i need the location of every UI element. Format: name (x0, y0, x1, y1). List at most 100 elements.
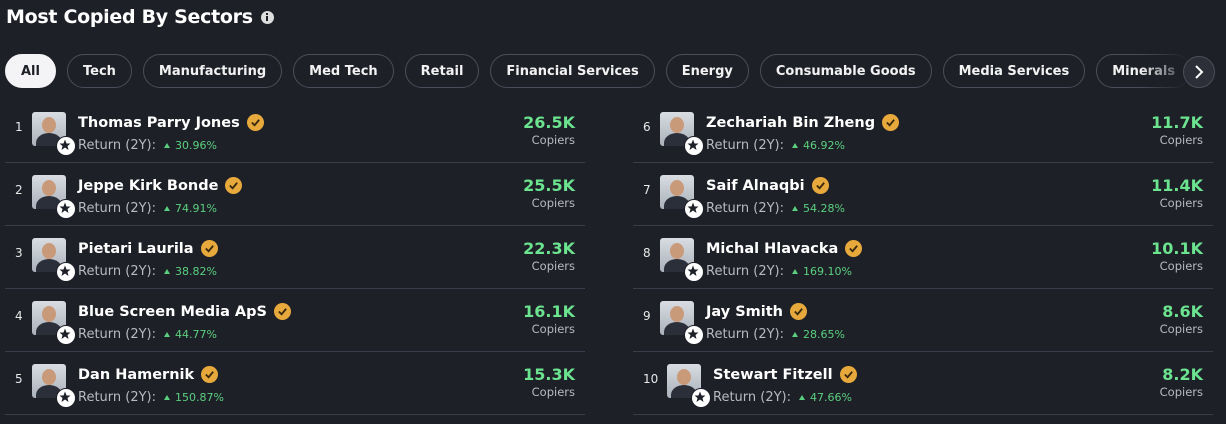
rank: 4 (15, 309, 23, 323)
return-label: Return (2Y): (78, 264, 157, 279)
trader-row[interactable]: 10 Stewart Fitzell Return (2Y): 47.66% 8.2K C… (633, 352, 1213, 415)
title: Most Copied By Sectors (6, 6, 253, 28)
copiers: 11.7K Copiers (1151, 113, 1203, 147)
trader-name-line: Blue Screen Media ApS (78, 303, 291, 320)
copiers-value: 22.3K (523, 239, 575, 258)
sector-tab[interactable]: Consumable Goods (759, 54, 932, 88)
check-icon (229, 182, 239, 190)
star-badge (691, 388, 711, 408)
verified-badge (882, 114, 900, 131)
copiers-value: 8.6K (1162, 302, 1203, 321)
avatar-head (42, 243, 56, 259)
return-line: Return (2Y): 150.87% (78, 390, 224, 405)
star-badge (684, 325, 704, 345)
trader-row[interactable]: 5 Dan Hamernik Return (2Y): 150.87% 15.3K Cop… (5, 352, 585, 415)
up-arrow (792, 332, 799, 337)
sector-tab[interactable]: Energy (665, 54, 749, 88)
return-value: 74.91% (175, 202, 217, 215)
trader-name[interactable]: Michal Hlavacka (706, 240, 839, 257)
avatar-head (677, 369, 691, 385)
trader-row[interactable]: 7 Saif Alnaqbi Return (2Y): 54.28% 11.4K Copi… (633, 163, 1213, 226)
return-value: 44.77% (175, 328, 217, 341)
trader-name-line: Zechariah Bin Zheng (706, 114, 900, 131)
trader-name[interactable]: Zechariah Bin Zheng (706, 114, 876, 131)
return-label: Return (2Y): (706, 264, 785, 279)
return-line: Return (2Y): 30.96% (78, 138, 217, 153)
avatar-head (42, 180, 56, 196)
avatar-body (664, 322, 690, 335)
avatar-head (670, 117, 684, 133)
trader-row[interactable]: 3 Pietari Laurila Return (2Y): 38.82% 22.3K C… (5, 226, 585, 289)
copiers: 10.1K Copiers (1151, 239, 1203, 273)
trader-name[interactable]: Blue Screen Media ApS (78, 303, 267, 320)
check-icon (794, 308, 803, 316)
trader-name[interactable]: Jeppe Kirk Bonde (78, 177, 219, 194)
trader-row[interactable]: 2 Jeppe Kirk Bonde Return (2Y): 74.91% 25.5K… (5, 163, 585, 226)
verified-badge (200, 240, 218, 257)
trader-name-line: Pietari Laurila (78, 240, 218, 257)
copiers-value: 10.1K (1151, 239, 1203, 258)
check-icon (815, 182, 825, 190)
sector-tab[interactable]: Manufacturing (142, 54, 283, 88)
trader-name[interactable]: Dan Hamernik (78, 366, 195, 383)
sector-tab[interactable]: All (5, 54, 56, 88)
check-icon (843, 371, 853, 379)
up-arrow (792, 143, 799, 148)
copiers-value: 11.7K (1151, 113, 1203, 132)
trader-row[interactable]: 9 Jay Smith Return (2Y): 28.65% 8.6K Copiers (633, 289, 1213, 352)
up-arrow (164, 395, 171, 400)
trader-name-line: Jeppe Kirk Bonde (78, 177, 243, 194)
copiers: 16.1K Copiers (523, 302, 575, 336)
star-icon (687, 328, 699, 339)
sector-tab[interactable]: Financial Services (490, 54, 655, 88)
copiers: 22.3K Copiers (523, 239, 575, 273)
avatar-body (671, 385, 697, 398)
up-arrow (792, 206, 799, 211)
verified-badge (201, 366, 219, 383)
trader-name[interactable]: Jay Smith (706, 303, 784, 320)
rank: 2 (15, 183, 23, 197)
sector-tab[interactable]: Media Services (942, 54, 1086, 88)
return-value: 30.96% (175, 139, 217, 152)
star-icon (59, 139, 71, 150)
sector-tab[interactable]: Med Tech (293, 54, 394, 88)
trader-name[interactable]: Saif Alnaqbi (706, 177, 805, 194)
scroll-right-button[interactable] (1183, 56, 1215, 88)
info-icon[interactable] (260, 10, 274, 24)
trader-row[interactable]: 6 Zechariah Bin Zheng Return (2Y): 46.92% 11… (633, 100, 1213, 163)
rank: 5 (15, 372, 23, 386)
return-value: 28.65% (803, 328, 845, 341)
copiers-value: 16.1K (523, 302, 575, 321)
trader-name-line: Michal Hlavacka (706, 240, 863, 257)
avatar-body (36, 196, 62, 209)
star-badge (56, 325, 76, 345)
verified-badge (839, 366, 857, 383)
trader-row[interactable]: 8 Michal Hlavacka Return (2Y): 169.10% 10.1K… (633, 226, 1213, 289)
return-label: Return (2Y): (706, 201, 785, 216)
sector-tab[interactable]: Tech (66, 54, 132, 88)
star-badge (56, 136, 76, 156)
rank: 9 (643, 309, 651, 323)
trader-name[interactable]: Stewart Fitzell (713, 366, 833, 383)
return-line: Return (2Y): 169.10% (706, 264, 852, 279)
avatar (32, 364, 66, 398)
verified-badge (790, 303, 808, 320)
copiers-value: 15.3K (523, 365, 575, 384)
trader-name[interactable]: Thomas Parry Jones (78, 114, 240, 131)
trader-row[interactable]: 4 Blue Screen Media ApS Return (2Y): 44.77%… (5, 289, 585, 352)
copiers: 11.4K Copiers (1151, 176, 1203, 210)
avatar-head (42, 117, 56, 133)
verified-badge (845, 240, 863, 257)
copiers: 15.3K Copiers (523, 365, 575, 399)
trader-name[interactable]: Pietari Laurila (78, 240, 194, 257)
sector-tab[interactable]: Retail (404, 54, 480, 88)
trader-row[interactable]: 1 Thomas Parry Jones Return (2Y): 30.96% 26.… (5, 100, 585, 163)
copiers-value: 26.5K (523, 113, 575, 132)
star-icon (59, 328, 71, 339)
sector-tabs: All Tech Manufacturing Med Tech Retail Financ… (5, 54, 1217, 90)
check-icon (204, 245, 214, 253)
star-icon (687, 139, 699, 150)
return-value: 38.82% (175, 265, 217, 278)
avatar (660, 112, 694, 146)
